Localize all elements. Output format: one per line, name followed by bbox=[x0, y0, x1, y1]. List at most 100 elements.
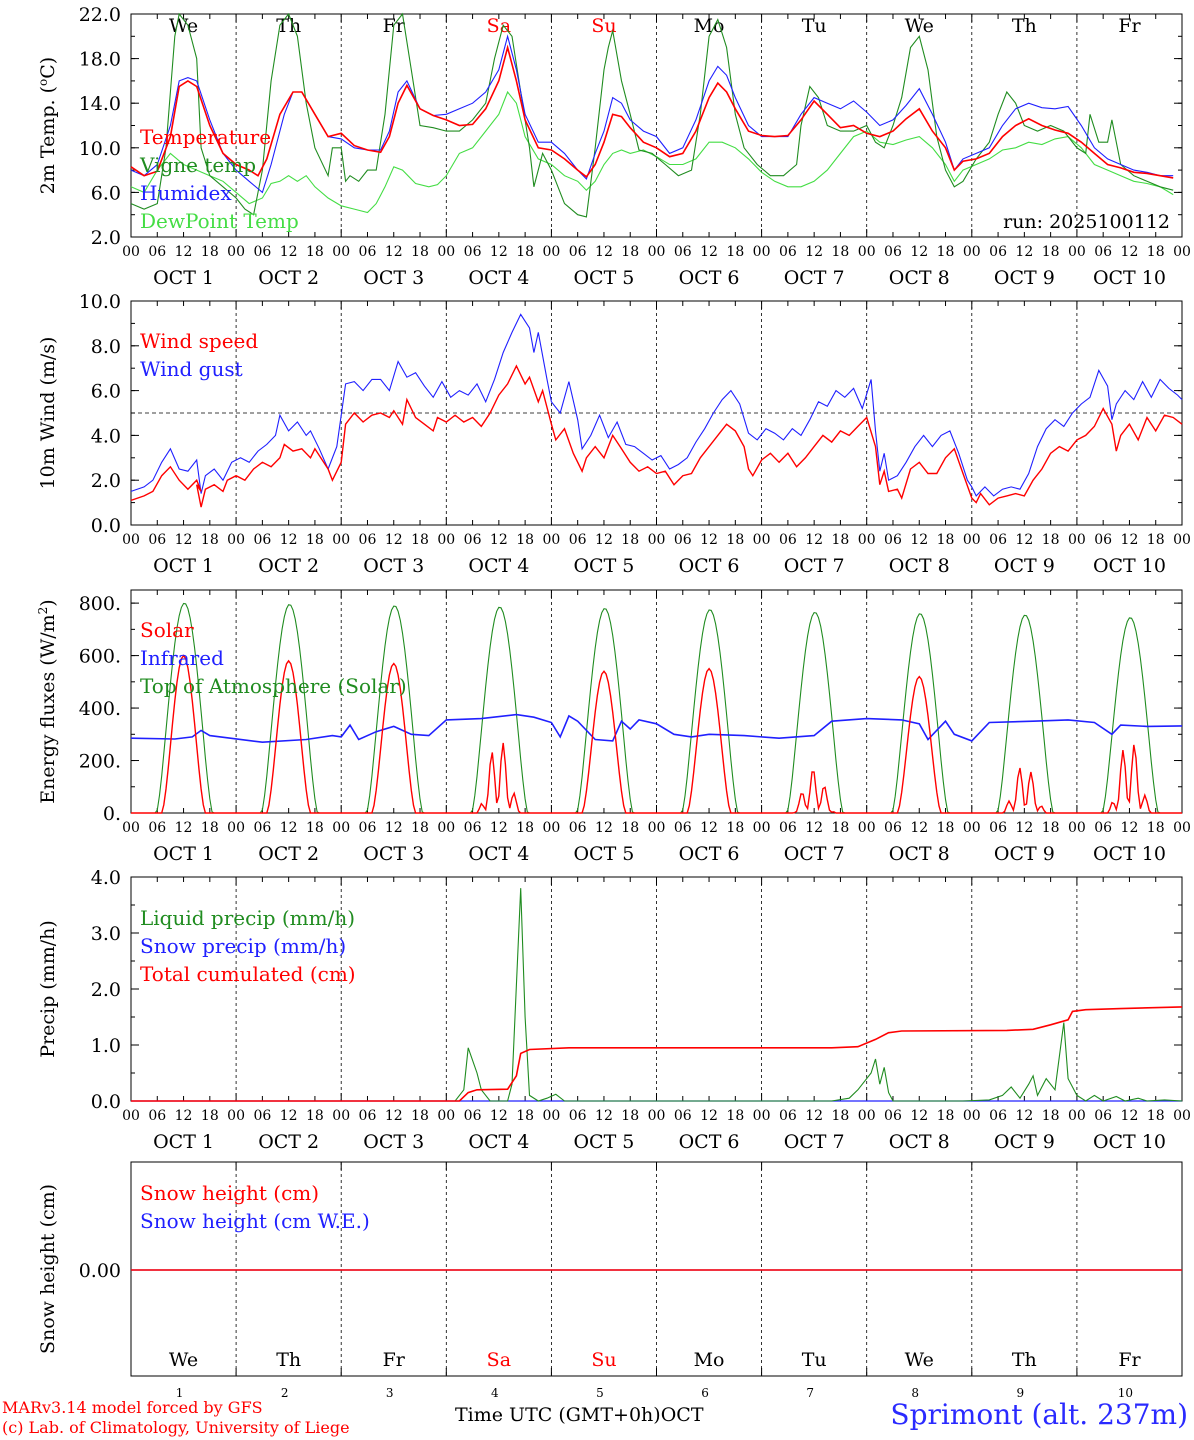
hour-tick-label: 12 bbox=[280, 1108, 298, 1124]
time-utc-label: Time UTC (GMT+0h) bbox=[455, 1404, 661, 1426]
hour-tick-label: 00 bbox=[753, 1108, 771, 1124]
day-number-label: 5 bbox=[596, 1386, 604, 1400]
y-axis-label-close: ) bbox=[37, 599, 59, 606]
hour-tick-label: 12 bbox=[595, 1108, 613, 1124]
day-number-label: 7 bbox=[806, 1386, 814, 1400]
hour-tick-label: 18 bbox=[621, 244, 639, 260]
weekday-label: Fr bbox=[1118, 15, 1141, 37]
legend-entry: Temperature bbox=[140, 125, 271, 149]
hour-tick-label: 06 bbox=[989, 244, 1007, 260]
date-label: OCT 1 bbox=[153, 555, 214, 577]
hour-tick-label: 00 bbox=[753, 532, 771, 548]
hour-tick-label: 18 bbox=[306, 820, 324, 836]
date-label: OCT 5 bbox=[573, 555, 634, 577]
hour-tick-label: 12 bbox=[175, 532, 193, 548]
hour-tick-label: 18 bbox=[726, 532, 744, 548]
hour-tick-label: 12 bbox=[175, 244, 193, 260]
hour-tick-label: 06 bbox=[569, 820, 587, 836]
hour-tick-label: 06 bbox=[359, 532, 377, 548]
date-label: OCT 5 bbox=[573, 1131, 634, 1153]
hour-tick-label: 18 bbox=[726, 244, 744, 260]
hour-tick-label: 12 bbox=[280, 820, 298, 836]
y-axis-label: 2m Temp. (oC) bbox=[36, 57, 59, 194]
date-label: OCT 2 bbox=[258, 843, 319, 865]
hour-tick-label: 00 bbox=[648, 532, 666, 548]
date-label: OCT 1 bbox=[153, 843, 214, 865]
date-label: OCT 8 bbox=[889, 843, 950, 865]
legend-entry: Snow precip (mm/h) bbox=[140, 934, 346, 958]
hour-tick-label: 12 bbox=[910, 820, 928, 836]
hour-tick-label: 12 bbox=[700, 532, 718, 548]
credits: MARv3.14 model forced by GFS (c) Lab. of… bbox=[2, 1398, 350, 1438]
y-tick-label: 0.00 bbox=[79, 1260, 121, 1282]
series-line-humidex bbox=[130, 34, 1174, 194]
series-line-infrared bbox=[130, 713, 1183, 744]
y-tick-label: 0.0 bbox=[91, 1091, 121, 1113]
hour-tick-label: 00 bbox=[1173, 1108, 1191, 1124]
date-label: OCT 9 bbox=[994, 1131, 1055, 1153]
hour-tick-label: 06 bbox=[674, 532, 692, 548]
hour-tick-label: 12 bbox=[805, 244, 823, 260]
hour-tick-label: 18 bbox=[201, 532, 219, 548]
date-label: OCT 7 bbox=[784, 555, 845, 577]
hour-tick-label: 18 bbox=[1042, 1108, 1060, 1124]
hour-tick-label: 18 bbox=[621, 1108, 639, 1124]
date-label: OCT 4 bbox=[468, 555, 529, 577]
hour-tick-label: 06 bbox=[253, 1108, 271, 1124]
hour-tick-label: 00 bbox=[332, 1108, 350, 1124]
y-tick-label: 2.0 bbox=[91, 227, 121, 249]
hour-tick-label: 18 bbox=[726, 820, 744, 836]
y-axis-label-exponent: 2 bbox=[36, 607, 50, 615]
hour-tick-label: 06 bbox=[148, 820, 166, 836]
hour-tick-label: 00 bbox=[753, 820, 771, 836]
hour-tick-label: 00 bbox=[1173, 244, 1191, 260]
weekday-label: We bbox=[905, 15, 934, 37]
hour-tick-label: 12 bbox=[385, 820, 403, 836]
hour-tick-label: 12 bbox=[280, 244, 298, 260]
y-tick-label: 14.0 bbox=[79, 93, 121, 115]
date-label: OCT 6 bbox=[679, 267, 740, 289]
hour-tick-label: 06 bbox=[253, 820, 271, 836]
hour-tick-label: 06 bbox=[779, 244, 797, 260]
y-tick-label: 1.0 bbox=[91, 1035, 121, 1057]
hour-tick-label: 00 bbox=[963, 820, 981, 836]
series-line-wind-gust bbox=[130, 313, 1183, 497]
date-label: OCT 5 bbox=[573, 843, 634, 865]
y-tick-label: 18.0 bbox=[79, 49, 121, 71]
weekday-label: Su bbox=[591, 1349, 616, 1371]
hour-tick-label: 12 bbox=[910, 244, 928, 260]
weekday-label: We bbox=[169, 1349, 198, 1371]
hour-tick-label: 12 bbox=[805, 820, 823, 836]
run-label: run: 2025100112 bbox=[1003, 211, 1170, 233]
hour-tick-label: 18 bbox=[937, 1108, 955, 1124]
hour-tick-label: 00 bbox=[332, 820, 350, 836]
hour-tick-label: 12 bbox=[1121, 244, 1139, 260]
hour-tick-label: 00 bbox=[1068, 1108, 1086, 1124]
date-label: OCT 6 bbox=[679, 1131, 740, 1153]
hour-tick-label: 18 bbox=[411, 1108, 429, 1124]
hour-tick-label: 00 bbox=[437, 1108, 455, 1124]
y-tick-label: 4.0 bbox=[91, 425, 121, 447]
time-axis-label: Time UTC (GMT+0h)OCT bbox=[455, 1404, 704, 1426]
hour-tick-label: 12 bbox=[910, 532, 928, 548]
hour-tick-label: 00 bbox=[858, 532, 876, 548]
hour-tick-label: 06 bbox=[989, 1108, 1007, 1124]
weekday-label: Th bbox=[1012, 15, 1037, 37]
date-label: OCT 3 bbox=[363, 1131, 424, 1153]
weekday-label: We bbox=[169, 15, 198, 37]
hour-tick-label: 00 bbox=[858, 244, 876, 260]
hour-tick-label: 00 bbox=[753, 244, 771, 260]
day-number-label: 9 bbox=[1017, 1386, 1025, 1400]
hour-tick-label: 12 bbox=[490, 244, 508, 260]
hour-tick-label: 06 bbox=[884, 532, 902, 548]
y-tick-label: 3.0 bbox=[91, 923, 121, 945]
date-label: OCT 4 bbox=[468, 843, 529, 865]
hour-tick-label: 00 bbox=[648, 1108, 666, 1124]
date-label: OCT 4 bbox=[468, 267, 529, 289]
y-tick-label: 800. bbox=[79, 593, 121, 615]
model-credit: MARv3.14 model forced by GFS bbox=[2, 1398, 263, 1417]
y-tick-label: 0.0 bbox=[91, 515, 121, 537]
day-number-label: 4 bbox=[491, 1386, 499, 1400]
legend-entry: Total cumulated (cm) bbox=[140, 962, 356, 986]
hour-tick-label: 12 bbox=[175, 820, 193, 836]
